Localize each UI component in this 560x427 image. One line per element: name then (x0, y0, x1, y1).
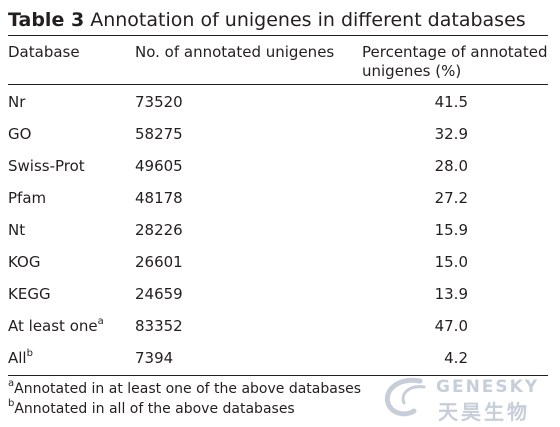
database-name: At least one (8, 316, 98, 335)
cell-database: KEGG (8, 278, 135, 310)
table-row: KEGG 24659 13.9 (8, 278, 548, 310)
cell-percent: 13.9 (434, 284, 468, 303)
header-percent-line2: unigenes (%) (362, 62, 462, 80)
header-percent-line1: Percentage of annotated (362, 43, 548, 61)
cell-percent: 15.9 (434, 220, 468, 239)
footnote-b-text: Annotated in all of the above databases (14, 401, 295, 417)
database-name: Swiss-Prot (8, 156, 85, 175)
cell-count: 7394 (135, 348, 174, 367)
footnote-a: aAnnotated in at least one of the above … (8, 378, 362, 398)
watermark-text-cn: 天昊生物 (438, 400, 530, 424)
footnote-mark: a (97, 315, 104, 327)
footnote-b-mark: b (8, 398, 15, 410)
cell-database: Allb (8, 342, 135, 374)
database-name: All (8, 348, 27, 367)
cell-database: Nr (8, 86, 135, 118)
cell-count: 24659 (135, 284, 183, 303)
cell-database: Swiss-Prot (8, 150, 135, 182)
header-rule (8, 84, 548, 85)
header-database: Database (8, 43, 80, 61)
header-percent: Percentage of annotated unigenes (%) (362, 43, 547, 81)
cell-percent: 15.0 (434, 252, 468, 271)
table-caption: Annotation of unigenes in different data… (90, 9, 526, 31)
cell-count: 28226 (135, 220, 183, 239)
cell-database: Pfam (8, 182, 135, 214)
database-name: Pfam (8, 188, 47, 207)
database-name: Nt (8, 220, 26, 239)
top-rule (8, 35, 548, 36)
footnote-a-mark: a (8, 378, 15, 390)
database-name: KEGG (8, 284, 51, 303)
table-row: Swiss-Prot 49605 28.0 (8, 150, 548, 182)
footnote-b: bAnnotated in all of the above databases (8, 398, 295, 418)
genesky-logo-icon (384, 377, 426, 417)
cell-count: 73520 (135, 92, 183, 111)
cell-count: 48178 (135, 188, 183, 207)
cell-count: 49605 (135, 156, 183, 175)
cell-percent: 41.5 (434, 92, 468, 111)
data-table: Nr 73520 41.5 GO 58275 32.9 Swiss-Prot 49605 28.… (8, 86, 548, 374)
table-title: Table 3 Annotation of unigenes in differ… (8, 8, 526, 32)
bottom-rule (8, 375, 548, 376)
cell-database: GO (8, 118, 135, 150)
database-name: KOG (8, 252, 41, 271)
cell-database: At least onea (8, 310, 135, 342)
table-row: Pfam 48178 27.2 (8, 182, 548, 214)
cell-count: 83352 (135, 316, 183, 335)
table-row: At least onea 83352 47.0 (8, 310, 548, 342)
cell-count: 58275 (135, 124, 183, 143)
header-count: No. of annotated unigenes (135, 43, 335, 61)
table-row: GO 58275 32.9 (8, 118, 548, 150)
watermark-text-en: GENESKY (436, 377, 540, 397)
cell-percent: 32.9 (434, 124, 468, 143)
cell-percent: 47.0 (434, 316, 468, 335)
table-row: Nt 28226 15.9 (8, 214, 548, 246)
footnote-mark: b (26, 347, 33, 359)
database-name: Nr (8, 92, 26, 111)
table-row: Nr 73520 41.5 (8, 86, 548, 118)
table-row: Allb 7394 4.2 (8, 342, 548, 374)
cell-database: Nt (8, 214, 135, 246)
cell-percent: 4.2 (444, 348, 468, 367)
footnote-a-text: Annotated in at least one of the above d… (14, 381, 362, 397)
genesky-watermark: GENESKY 天昊生物 (380, 375, 555, 424)
database-name: GO (8, 124, 32, 143)
cell-count: 26601 (135, 252, 183, 271)
cell-database: KOG (8, 246, 135, 278)
cell-percent: 27.2 (434, 188, 468, 207)
cell-percent: 28.0 (434, 156, 468, 175)
table-label: Table 3 (8, 9, 85, 31)
table-row: KOG 26601 15.0 (8, 246, 548, 278)
